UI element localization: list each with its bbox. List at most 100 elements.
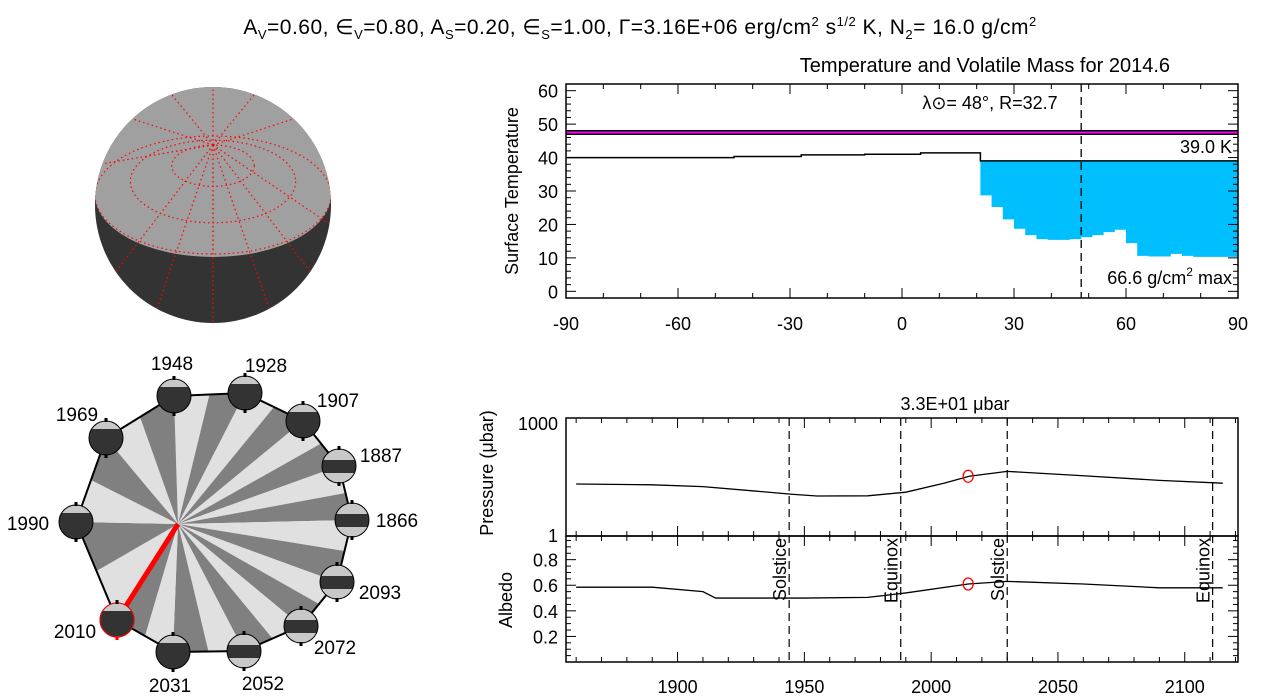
year-tick-label: 1900 xyxy=(658,677,698,697)
north-pole-tick xyxy=(115,600,119,604)
orbit-sector-light xyxy=(174,394,210,524)
sun-direction-line xyxy=(114,522,181,622)
year-label: 2093 xyxy=(359,583,401,604)
pressure-albedo-plot: Solstice Equinox Solstice Equinox 1 1000 0.2 0.… xyxy=(477,394,1239,697)
globe-icon-band xyxy=(227,645,261,658)
year-tick-label: 2000 xyxy=(911,677,951,697)
year-label: 1866 xyxy=(376,511,418,532)
north-pole-tick xyxy=(74,502,78,506)
north-pole-tick xyxy=(171,632,175,636)
south-pole-tick xyxy=(299,642,303,646)
north-pole-tick xyxy=(299,606,303,610)
title-segment: =0.20, ∈ xyxy=(454,16,542,39)
albedo-tick-label: 0.6 xyxy=(533,576,558,596)
y-tick-label: 20 xyxy=(538,215,558,235)
y-tick-label: 60 xyxy=(538,82,558,102)
y-axis-title: Surface Temperature xyxy=(502,107,522,275)
year-tick-label: 2050 xyxy=(1038,677,1078,697)
orbit-sector-dark xyxy=(178,524,345,582)
planet-position-1907 xyxy=(285,401,321,441)
south-pole-tick xyxy=(335,598,339,602)
meridian-line xyxy=(212,144,273,318)
globe-icon-body xyxy=(320,565,354,599)
y-tick-label: 0 xyxy=(548,282,558,302)
figure-title: AV=0.60, ∈V=0.80, AS=0.20, ∈S=1.00, Γ=3.… xyxy=(0,14,1280,42)
current-pressure-marker xyxy=(962,469,974,483)
orbit-sector-dark xyxy=(178,524,319,626)
planet-position-2031 xyxy=(155,632,191,672)
season-label: Equinox xyxy=(1194,538,1214,603)
globe-icon-band xyxy=(322,460,356,473)
globe-icon-night xyxy=(156,643,190,669)
north-pole-tick xyxy=(104,418,108,422)
x-tick-label: 30 xyxy=(1004,314,1024,334)
meridian-line xyxy=(110,144,214,279)
year-tick-label: 2100 xyxy=(1165,677,1205,697)
x-tick-label: -90 xyxy=(553,314,579,334)
globe-icon-body xyxy=(227,634,261,668)
globe-graticule xyxy=(95,87,331,323)
orbit-sector-dark xyxy=(178,524,273,651)
planet-position-1928 xyxy=(227,373,263,413)
albedo-tick-label: 0.8 xyxy=(533,551,558,571)
albedo-axis-title: Albedo xyxy=(496,572,516,628)
year-label: 1990 xyxy=(7,514,49,535)
globe-icon-body xyxy=(228,376,262,410)
globe-icon-night xyxy=(100,611,134,637)
globe-icon-body xyxy=(322,449,356,483)
year-label: 1887 xyxy=(360,446,402,467)
planet-position-1948 xyxy=(156,376,192,416)
meridian-line xyxy=(212,144,331,226)
orbit-sector-dark xyxy=(178,443,339,524)
orbit-sector-light xyxy=(178,524,244,652)
temperature-line xyxy=(566,152,1238,162)
orbit-sector-light xyxy=(178,524,301,639)
globe-icon-body xyxy=(284,609,318,643)
north-pole-tick xyxy=(242,631,246,635)
year-label: 1928 xyxy=(245,356,287,377)
year-label: 1948 xyxy=(151,354,193,375)
title-segment: 2 xyxy=(1028,14,1037,29)
globe-lit-group xyxy=(95,87,331,323)
title-segment: =0.80, A xyxy=(363,16,445,39)
globe-icon-band xyxy=(335,514,369,527)
title-segment: S xyxy=(541,27,551,43)
temperature-plot: Temperature and Volatile Mass for 2014.6… xyxy=(502,55,1248,334)
south-pole-tick xyxy=(242,667,246,671)
orbit-sector-dark xyxy=(76,522,178,571)
south-pole-tick xyxy=(350,536,354,540)
orbit-diagram: 1948 1928 1907 1887 1866 2093 2072 2052 2031 2010… xyxy=(7,354,418,697)
title-segment: V xyxy=(257,27,267,43)
south-pole-tick xyxy=(115,636,119,640)
albedo-line xyxy=(576,580,1223,599)
planet-position-1887 xyxy=(321,446,357,486)
albedo-tick-label: 0.2 xyxy=(533,627,558,647)
title-segment: =0.60, ∈ xyxy=(267,16,355,39)
volatile-mass-fill xyxy=(980,160,1238,257)
globe-icon-band xyxy=(320,576,354,589)
meridian-line xyxy=(212,144,316,279)
mass-max-annotation: 66.6 g/cm2 max xyxy=(1107,265,1232,288)
x-tick-label: 90 xyxy=(1228,314,1248,334)
plot-title: Temperature and Volatile Mass for 2014.6 xyxy=(800,55,1170,77)
title-segment: 2 xyxy=(811,14,820,29)
y-tick-label: 50 xyxy=(538,115,558,135)
meridian-line xyxy=(95,144,214,166)
globe-icon-band xyxy=(284,620,318,633)
planet-position-2052 xyxy=(226,631,262,671)
south-pole-tick xyxy=(337,482,341,486)
orbit-sector-light xyxy=(96,524,178,620)
year-label: 1907 xyxy=(317,391,359,412)
orbit-sector-light xyxy=(178,421,321,524)
planet-position-1990 xyxy=(58,502,94,542)
subsolar-annotation: λ⊙= 48°, R=32.7 xyxy=(922,93,1057,113)
south-pole-tick xyxy=(74,538,78,542)
planet-position-2093 xyxy=(319,562,355,602)
globe-icon-body xyxy=(100,603,134,637)
south-pole-tick xyxy=(172,412,176,416)
orbit-sector-dark xyxy=(140,396,178,524)
title-segment: 1/2 xyxy=(836,14,857,29)
orbit-sector-light xyxy=(106,417,178,524)
globe-icon-body xyxy=(335,503,369,537)
